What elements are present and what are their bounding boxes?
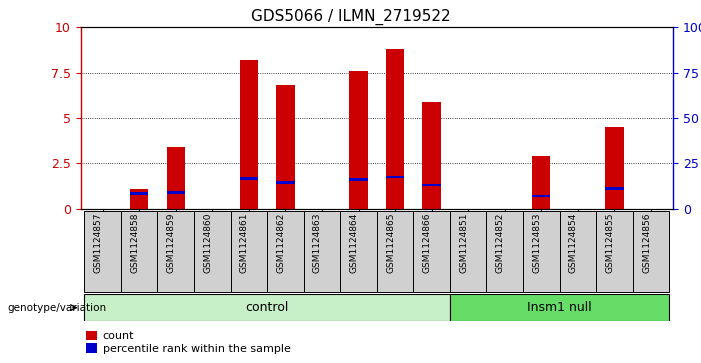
Text: GSM1124865: GSM1124865 (386, 213, 395, 273)
Bar (194, 211, 231, 292)
Bar (130, 189, 148, 209)
Bar (414, 211, 450, 292)
Bar (486, 211, 523, 292)
Text: GSM1124854: GSM1124854 (569, 213, 578, 273)
Bar (340, 211, 377, 292)
Bar (559, 211, 596, 292)
Legend: count, percentile rank within the sample: count, percentile rank within the sample (86, 331, 291, 354)
Bar (386, 49, 404, 209)
Bar (167, 191, 185, 194)
Bar (386, 176, 404, 178)
Text: GSM1124852: GSM1124852 (496, 213, 505, 273)
Bar (349, 71, 367, 209)
Bar (276, 181, 294, 184)
Text: GSM1124857: GSM1124857 (93, 213, 102, 273)
Bar (633, 211, 669, 292)
Text: GSM1124853: GSM1124853 (532, 213, 541, 273)
Text: GSM1124859: GSM1124859 (167, 213, 176, 273)
Bar (240, 60, 258, 209)
Bar (532, 156, 550, 209)
Text: GSM1124863: GSM1124863 (313, 213, 322, 273)
Bar (167, 147, 185, 209)
Text: GSM1124856: GSM1124856 (642, 213, 651, 273)
Bar (240, 178, 258, 180)
Text: GSM1124855: GSM1124855 (606, 213, 615, 273)
Bar (267, 211, 304, 292)
Bar (377, 211, 414, 292)
Text: GSM1124864: GSM1124864 (350, 213, 358, 273)
Bar (606, 127, 624, 209)
Bar (304, 211, 340, 292)
Bar (158, 211, 194, 292)
Text: control: control (245, 301, 289, 314)
Bar (276, 85, 294, 209)
Bar (606, 187, 624, 190)
Text: GSM1124860: GSM1124860 (203, 213, 212, 273)
Bar (450, 211, 486, 292)
Bar (532, 195, 550, 197)
Text: GSM1124858: GSM1124858 (130, 213, 139, 273)
Bar (523, 211, 559, 292)
Text: genotype/variation: genotype/variation (7, 303, 106, 313)
Text: GSM1124851: GSM1124851 (459, 213, 468, 273)
Bar (130, 192, 148, 195)
Bar (84, 294, 450, 321)
Text: GSM1124866: GSM1124866 (423, 213, 432, 273)
Text: GSM1124861: GSM1124861 (240, 213, 249, 273)
Text: GSM1124862: GSM1124862 (276, 213, 285, 273)
Bar (121, 211, 158, 292)
Bar (423, 102, 441, 209)
Bar (231, 211, 267, 292)
Bar (423, 184, 441, 187)
Text: GDS5066 / ILMN_2719522: GDS5066 / ILMN_2719522 (251, 9, 450, 25)
Bar (84, 211, 121, 292)
Text: Insm1 null: Insm1 null (527, 301, 592, 314)
Bar (450, 294, 669, 321)
Bar (596, 211, 633, 292)
Bar (349, 178, 367, 181)
